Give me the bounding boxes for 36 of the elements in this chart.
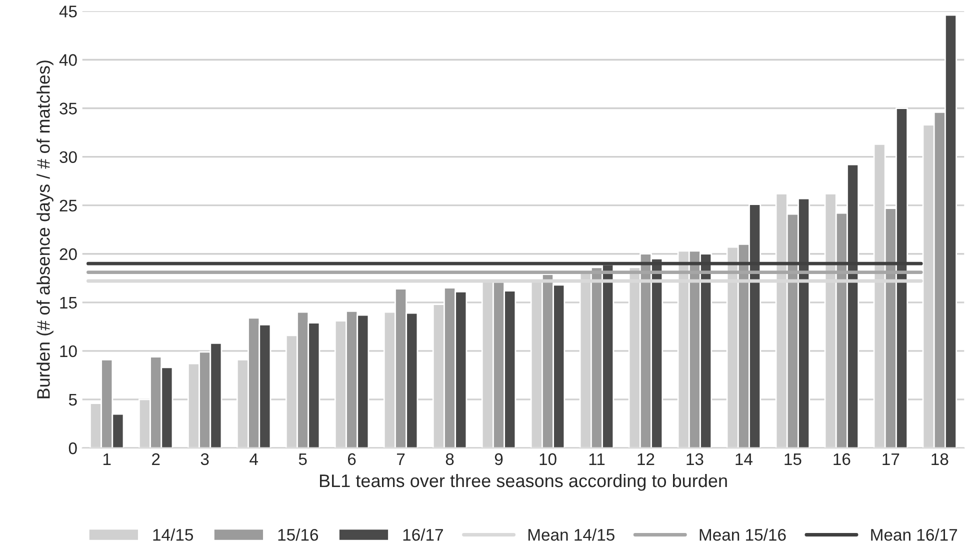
x-axis-title: BL1 teams over three seasons according to burden xyxy=(320,474,727,491)
y-tick-label: 0 xyxy=(68,442,77,454)
x-tick-label: 6 xyxy=(348,453,356,466)
x-tick-label: 9 xyxy=(494,453,503,466)
y-tick-label: 45 xyxy=(59,6,77,18)
x-tick-label: 11 xyxy=(589,453,605,465)
legend-label: Mean 14/15 xyxy=(528,528,614,541)
legend-label: Mean 15/16 xyxy=(700,528,786,541)
x-tick-label: 4 xyxy=(250,453,258,465)
x-tick-label: 12 xyxy=(638,453,654,465)
x-tick-label: 8 xyxy=(446,453,454,466)
x-tick-label: 3 xyxy=(200,453,209,466)
y-tick-label: 10 xyxy=(60,345,77,358)
legend-label: 15/16 xyxy=(278,528,318,541)
x-tick-label: 16 xyxy=(834,453,850,466)
y-tick-label: 30 xyxy=(60,151,77,164)
x-tick-label: 2 xyxy=(152,453,160,465)
x-tick-label: 17 xyxy=(882,453,900,465)
x-tick-label: 14 xyxy=(736,453,752,465)
legend-label: 16/17 xyxy=(403,528,443,541)
x-tick-label: 1 xyxy=(103,453,111,465)
x-tick-label: 18 xyxy=(932,453,948,466)
y-tick-label: 20 xyxy=(60,248,77,260)
y-tick-label: 5 xyxy=(68,394,77,406)
x-tick-label: 5 xyxy=(298,453,307,466)
x-tick-label: 13 xyxy=(686,453,704,466)
x-tick-label: 10 xyxy=(540,453,556,466)
y-axis-title: Burden (# of absence days / # of matches) xyxy=(36,60,54,398)
x-tick-label: 7 xyxy=(397,453,405,465)
y-tick-label: 25 xyxy=(60,200,77,212)
y-tick-label: 40 xyxy=(59,54,77,66)
y-tick-label: 35 xyxy=(60,102,77,114)
y-tick-label: 15 xyxy=(60,296,77,309)
legend-label: 14/15 xyxy=(153,528,194,541)
x-tick-label: 15 xyxy=(784,453,802,466)
legend-label: Mean 16/17 xyxy=(871,528,958,541)
